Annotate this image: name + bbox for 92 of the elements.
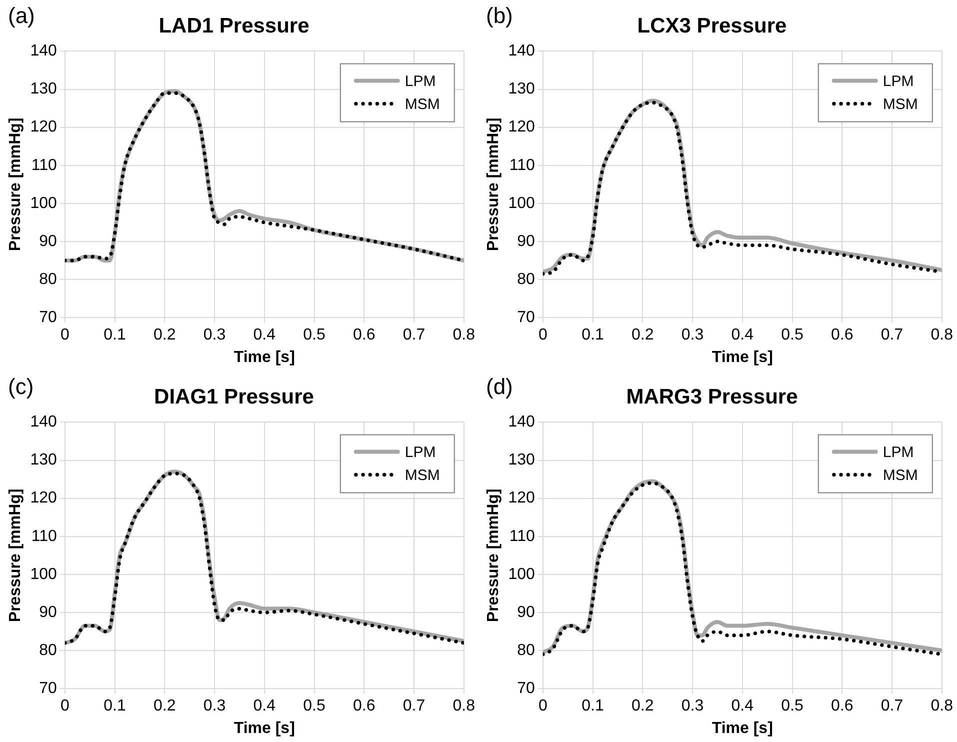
text: (a) — [8, 3, 35, 28]
x-tick-label: 0.6 — [353, 326, 376, 344]
x-tick-label: 0.3 — [681, 326, 704, 344]
y-tick-label: 80 — [517, 642, 535, 659]
legend-label: LPM — [404, 72, 436, 90]
x-tick-label: 0.2 — [154, 326, 176, 344]
y-tick-label: 130 — [508, 452, 535, 469]
y-tick-label: 120 — [508, 118, 535, 136]
x-tick-label: 0.8 — [452, 326, 476, 344]
text: (c) — [8, 374, 34, 400]
y-axis-title: Pressure [mmHg] — [7, 118, 24, 252]
y-tick-label: 70 — [517, 309, 535, 326]
y-axis-title: Pressure [mmHg] — [485, 118, 502, 252]
x-tick-label: 0.6 — [831, 326, 854, 344]
y-tick-label: 80 — [39, 270, 57, 288]
x-axis-title: Time [s] — [234, 720, 295, 737]
legend-label: LPM — [404, 444, 436, 461]
x-tick-label: 0 — [60, 698, 70, 715]
text: (b) — [486, 3, 513, 28]
x-tick-label: 0.8 — [452, 698, 476, 715]
y-tick-label: 130 — [30, 80, 57, 98]
x-tick-label: 0.7 — [880, 326, 904, 344]
x-axis-title: Time [s] — [712, 348, 773, 366]
y-tick-label: 140 — [30, 414, 57, 431]
y-tick-label: 120 — [30, 490, 57, 507]
x-tick-label: 0.5 — [781, 326, 804, 344]
y-tick-label: 120 — [508, 490, 535, 507]
y-tick-label: 110 — [31, 528, 57, 545]
legend-label: MSM — [882, 466, 918, 484]
x-tick-label: 0 — [60, 326, 70, 344]
y-tick-label: 110 — [509, 156, 535, 174]
x-tick-label: 0.3 — [681, 698, 704, 715]
chart-title: LCX3 Pressure — [637, 14, 787, 38]
y-tick-label: 140 — [30, 42, 57, 60]
x-tick-label: 0.7 — [402, 698, 426, 715]
x-axis-title: Time [s] — [712, 720, 773, 737]
y-tick-label: 80 — [39, 642, 57, 659]
y-tick-label: 100 — [30, 566, 57, 583]
y-tick-label: 70 — [39, 680, 57, 698]
text: (d) — [486, 374, 513, 400]
x-tick-label: 0.2 — [632, 326, 654, 344]
x-tick-label: 0.2 — [632, 698, 654, 715]
y-tick-label: 130 — [508, 80, 535, 98]
y-tick-label: 130 — [30, 452, 57, 469]
x-tick-label: 0.1 — [582, 698, 604, 715]
chart-title: LAD1 Pressure — [158, 14, 310, 38]
x-tick-label: 0.8 — [930, 698, 954, 715]
legend-label: MSM — [404, 466, 440, 484]
y-tick-label: 120 — [30, 118, 57, 136]
y-tick-label: 140 — [508, 414, 535, 431]
x-tick-label: 0.7 — [880, 698, 904, 715]
x-tick-label: 0.4 — [731, 326, 754, 344]
x-tick-label: 0 — [538, 698, 548, 715]
x-tick-label: 0.6 — [831, 698, 854, 715]
y-tick-label: 90 — [517, 604, 535, 621]
y-tick-label: 90 — [39, 232, 57, 250]
y-tick-label: 90 — [517, 232, 535, 250]
x-tick-label: 0.3 — [203, 698, 226, 715]
x-tick-label: 0 — [538, 326, 548, 344]
x-tick-label: 0.4 — [731, 698, 754, 715]
y-tick-label: 90 — [39, 604, 57, 621]
y-tick-label: 140 — [508, 42, 535, 60]
legend-label: LPM — [882, 444, 914, 461]
y-tick-label: 100 — [508, 566, 535, 583]
y-tick-label: 100 — [508, 194, 535, 212]
x-tick-label: 0.6 — [353, 698, 376, 715]
x-tick-label: 0.5 — [303, 326, 326, 344]
x-tick-label: 0.8 — [930, 326, 954, 344]
legend-label: MSM — [882, 96, 918, 113]
y-axis-title: Pressure [mmHg] — [485, 488, 502, 622]
x-tick-label: 0.5 — [303, 698, 326, 715]
y-axis-title: Pressure [mmHg] — [7, 488, 24, 622]
x-tick-label: 0.1 — [104, 326, 126, 344]
chart-title: MARG3 Pressure — [626, 385, 798, 408]
y-tick-label: 100 — [30, 194, 57, 212]
y-tick-label: 70 — [517, 680, 535, 698]
y-tick-label: 110 — [31, 156, 57, 174]
x-tick-label: 0.7 — [402, 326, 426, 344]
x-tick-label: 0.4 — [253, 326, 276, 344]
x-tick-label: 0.1 — [582, 326, 604, 344]
legend-label: LPM — [882, 72, 914, 90]
y-tick-label: 80 — [517, 270, 535, 288]
x-tick-label: 0.4 — [253, 698, 276, 715]
x-tick-label: 0.1 — [104, 698, 126, 715]
x-tick-label: 0.2 — [154, 698, 176, 715]
chart-title: DIAG1 Pressure — [154, 385, 314, 408]
x-tick-label: 0.3 — [203, 326, 226, 344]
legend-label: MSM — [404, 96, 440, 113]
x-axis-title: Time [s] — [234, 348, 295, 366]
y-tick-label: 70 — [39, 309, 57, 326]
y-tick-label: 110 — [509, 528, 535, 545]
x-tick-label: 0.5 — [781, 698, 804, 715]
